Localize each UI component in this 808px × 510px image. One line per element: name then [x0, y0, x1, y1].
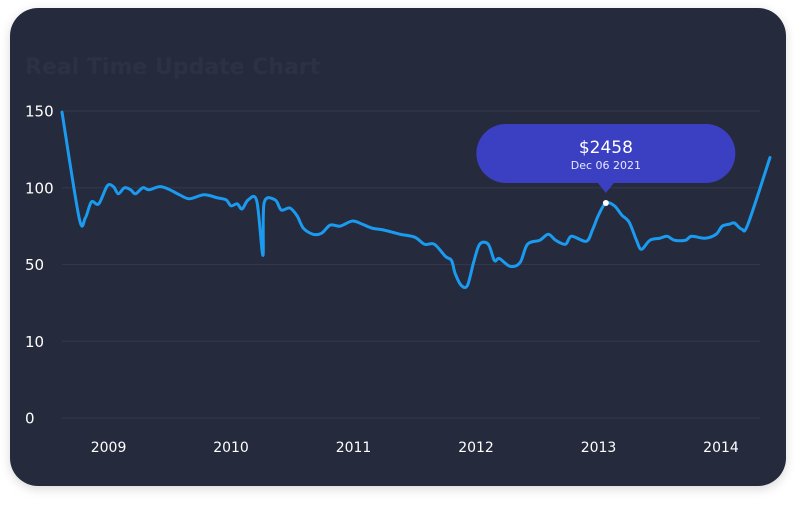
tooltip-date: Dec 06 2021	[571, 159, 641, 172]
x-tick-label: 2009	[91, 440, 127, 456]
x-tick-label: 2012	[458, 440, 494, 456]
x-tick-label: 2014	[703, 440, 739, 456]
highlight-point	[602, 199, 609, 206]
x-tick-label: 2010	[213, 440, 249, 456]
tooltip-value: $2458	[579, 138, 633, 158]
x-tick-label: 2013	[581, 440, 617, 456]
y-tick-label: 150	[25, 103, 54, 121]
tooltip-bubble	[476, 123, 736, 193]
y-tick-label: 0	[25, 410, 35, 428]
y-tick-label: 10	[25, 333, 44, 351]
chart-title: Real Time Update Chart	[25, 55, 321, 80]
x-tick-label: 2011	[336, 440, 372, 456]
y-tick-label: 100	[25, 179, 54, 197]
line-series	[60, 110, 772, 290]
y-tick-label: 50	[25, 256, 44, 274]
